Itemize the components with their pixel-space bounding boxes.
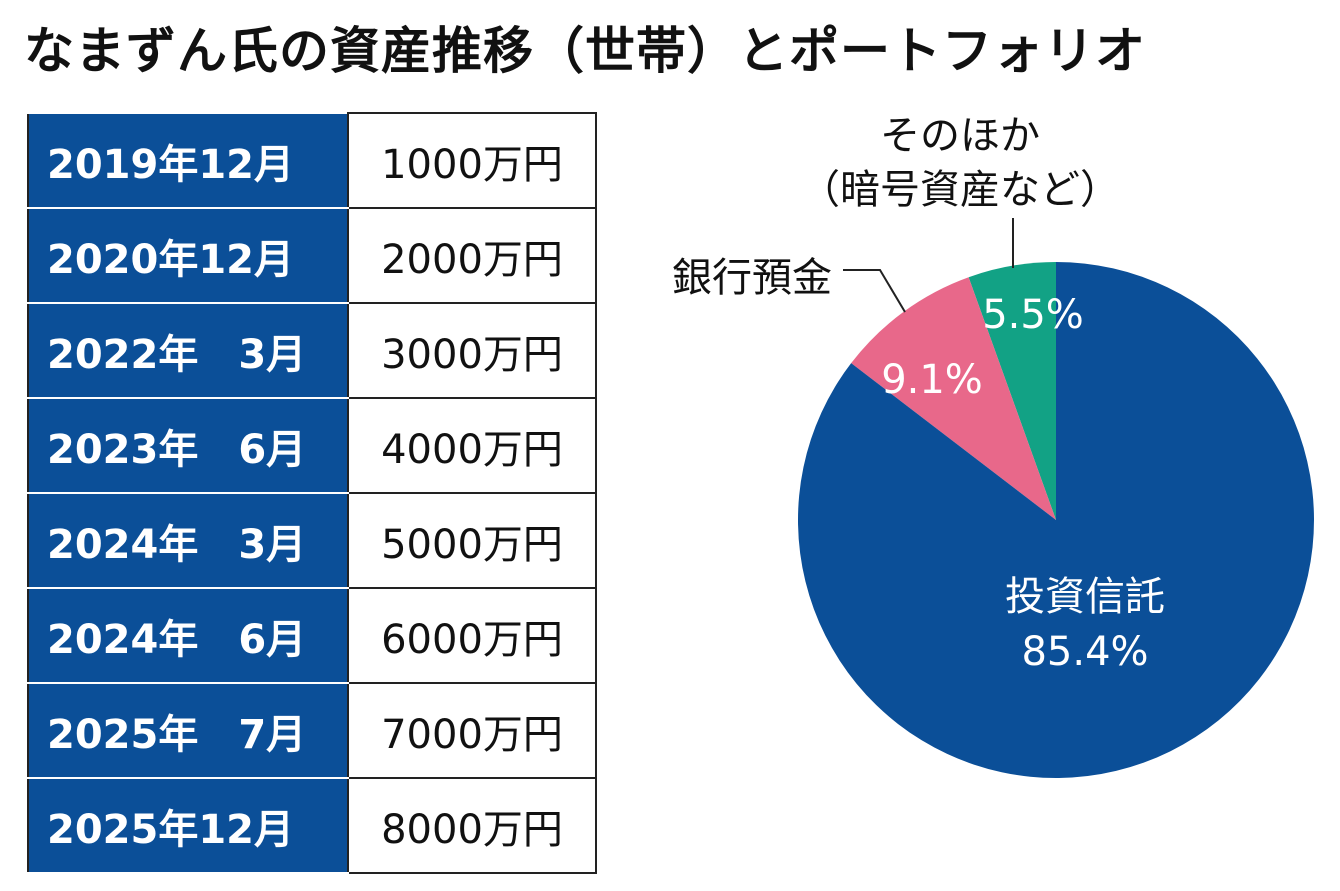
pie-slice xyxy=(968,262,1056,520)
table-row: 2025年 7月 7000万円 xyxy=(27,682,597,779)
amount-cell: 3000万円 xyxy=(347,302,597,399)
date-cell: 2020年12月 xyxy=(27,207,349,304)
amount-cell: 6000万円 xyxy=(347,587,597,684)
date-cell: 2019年12月 xyxy=(27,112,349,209)
table-row: 2020年12月 2000万円 xyxy=(27,207,597,304)
amount-cell: 4000万円 xyxy=(347,397,597,494)
value-label: 9.1% xyxy=(881,357,983,403)
table-row: 2023年 6月 4000万円 xyxy=(27,397,597,494)
amount-cell: 1000万円 xyxy=(347,112,597,209)
pie-slice xyxy=(851,277,1056,520)
date-cell: 2022年 3月 xyxy=(27,302,349,399)
date-cell: 2024年 6月 xyxy=(27,587,349,684)
title: なまずん氏の資産推移（世帯）とポートフォリオ xyxy=(24,22,1146,80)
pie-slice xyxy=(798,262,1314,779)
category-label: 銀行預金 xyxy=(672,255,832,301)
table-row: 2024年 6月 6000万円 xyxy=(27,587,597,684)
value-label: 5.5% xyxy=(982,292,1084,338)
date-cell: 2023年 6月 xyxy=(27,397,349,494)
table-row: 2025年12月 8000万円 xyxy=(27,777,597,874)
value-label: 85.4% xyxy=(1021,629,1149,675)
amount-cell: 5000万円 xyxy=(347,492,597,589)
date-cell: 2024年 3月 xyxy=(27,492,349,589)
amount-cell: 8000万円 xyxy=(347,777,597,874)
date-cell: 2025年 7月 xyxy=(27,682,349,779)
table-row: 2022年 3月 3000万円 xyxy=(27,302,597,399)
category-label: 投資信託 xyxy=(1005,574,1165,620)
asset-table: 2019年12月 1000万円 2020年12月 2000万円 2022年 3月 3000… xyxy=(27,112,597,874)
amount-cell: 7000万円 xyxy=(347,682,597,779)
leader-line xyxy=(843,269,906,313)
date-cell: 2025年12月 xyxy=(27,777,349,874)
table-row: 2019年12月 1000万円 xyxy=(27,112,597,209)
amount-cell: 2000万円 xyxy=(347,207,597,304)
table-row: 2024年 3月 5000万円 xyxy=(27,492,597,589)
category-label: そのほか （暗号資産など） xyxy=(800,113,1120,213)
